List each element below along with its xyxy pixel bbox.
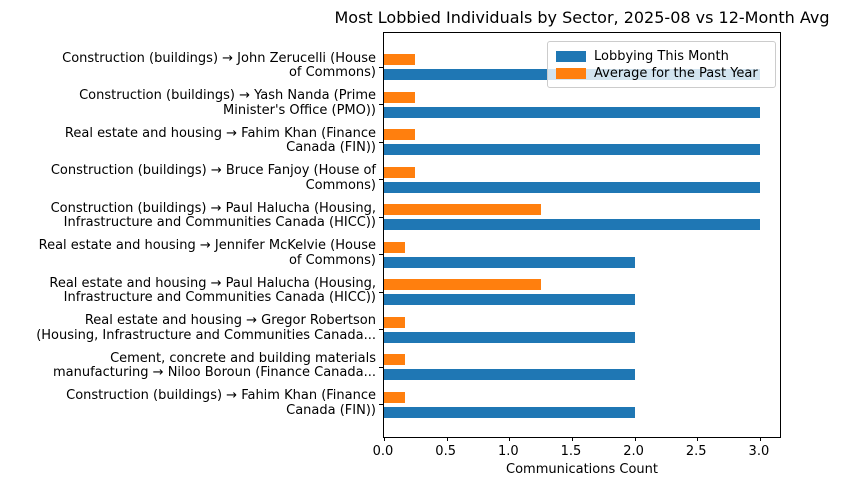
y-axis-label-line: Construction (buildings) → Paul Halucha … (50, 200, 376, 216)
y-axis-label-line: Canada (FIN)) (286, 140, 376, 156)
bar-past-year-avg (384, 316, 405, 328)
legend-entry-past-year: Average for the Past Year (556, 65, 775, 81)
y-tick (379, 291, 383, 293)
y-axis-label-line: manufacturing → Niloo Boroun (Finance Ca… (52, 365, 376, 381)
x-axis-label: Communications Count (506, 462, 658, 477)
y-tick (379, 329, 383, 331)
y-tick (379, 216, 383, 218)
legend-swatch-this-month (556, 50, 586, 62)
y-axis-label-line: Construction (buildings) → Bruce Fanjoy … (50, 163, 376, 179)
y-axis-label: Real estate and housing → Jennifer McKel… (0, 239, 376, 268)
y-tick (379, 66, 383, 68)
legend-swatch-past-year (556, 67, 586, 79)
bar-past-year-avg (384, 166, 416, 178)
x-tick (384, 437, 385, 441)
x-tick (759, 437, 761, 441)
y-axis-label: Construction (buildings) → Fahim Khan (F… (0, 389, 376, 418)
y-tick (379, 141, 383, 143)
legend-label-this-month: Lobbying This Month (594, 48, 729, 64)
y-axis-label-line: Minister's Office (PMO)) (223, 102, 376, 118)
y-axis-label: Real estate and housing → Gregor Roberts… (0, 314, 376, 343)
bar-this-month (384, 219, 760, 231)
y-axis-label: Real estate and housing → Fahim Khan (Fi… (0, 125, 376, 156)
bar-past-year-avg (384, 54, 416, 65)
y-axis-label-line: of Commons) (288, 252, 376, 268)
bar-this-month (384, 144, 760, 156)
y-tick (379, 366, 383, 368)
x-tick-label: 0.0 (372, 444, 394, 459)
bar-past-year-avg (384, 391, 405, 403)
y-axis-label: Construction (buildings) → Yash Nanda (P… (0, 89, 376, 118)
bar-past-year-avg (384, 279, 541, 291)
bar-past-year-avg (384, 241, 405, 253)
bar-this-month (384, 369, 635, 381)
y-axis-label-line: (Housing, Infrastructure and Communities… (36, 327, 376, 343)
x-tick-label: 1.5 (560, 444, 582, 459)
y-axis-label-line: Infrastructure and Communities Canada (H… (63, 215, 376, 231)
legend-label-past-year: Average for the Past Year (594, 65, 758, 81)
x-tick (571, 437, 573, 441)
y-axis-label-line: Cement, concrete and building materials (110, 350, 376, 366)
y-axis-label: Construction (buildings) → Paul Halucha … (0, 200, 376, 231)
x-tick-label: 1.0 (497, 444, 519, 459)
bar-this-month (384, 256, 635, 268)
x-tick (634, 437, 636, 441)
x-tick-label: 3.0 (748, 444, 770, 459)
y-axis-label: Construction (buildings) → John Zerucell… (0, 50, 376, 81)
x-tick-label: 2.0 (623, 444, 644, 459)
bar-past-year-avg (384, 129, 416, 141)
chart-title: Most Lobbied Individuals by Sector, 2025… (334, 8, 830, 27)
y-axis-label-line: of Commons) (288, 65, 376, 80)
x-tick-label: 0.5 (435, 444, 456, 459)
y-axis-label-line: Infrastructure and Communities Canada (H… (63, 290, 376, 306)
bar-past-year-avg (384, 354, 405, 366)
y-axis-label: Cement, concrete and building materials m… (0, 350, 376, 381)
y-tick (379, 104, 383, 106)
bar-this-month (384, 406, 635, 418)
y-axis-label-line: Commons) (305, 177, 376, 193)
bar-this-month (384, 106, 760, 118)
bar-this-month (384, 294, 635, 306)
y-tick (379, 254, 383, 256)
legend-entry-this-month: Lobbying This Month (556, 48, 775, 64)
y-axis-label-line: Real estate and housing → Fahim Khan (Fi… (64, 125, 376, 141)
y-axis-label-line: Real estate and housing → Jennifer McKel… (38, 238, 376, 254)
y-axis-label-line: Construction (buildings) → Yash Nanda (P… (79, 88, 376, 104)
plot-area (379, 32, 781, 441)
y-tick (379, 179, 383, 181)
x-tick (697, 437, 699, 441)
x-tick (509, 437, 511, 441)
y-tick (379, 404, 383, 406)
y-axis-label: Real estate and housing → Paul Halucha (… (0, 275, 376, 306)
bar-this-month (384, 181, 760, 193)
x-tick (446, 437, 448, 441)
bar-past-year-avg (384, 91, 416, 103)
y-axis-label-line: Real estate and housing → Gregor Roberts… (84, 313, 376, 329)
bar-this-month (384, 331, 635, 343)
y-axis-label-line: Construction (buildings) → John Zerucell… (62, 50, 376, 66)
y-axis-label-line: Canada (FIN)) (286, 402, 376, 418)
legend: Lobbying This Month Average for the Past… (547, 41, 776, 88)
y-axis-label-line: Construction (buildings) → Fahim Khan (F… (66, 388, 376, 404)
bar-past-year-avg (384, 204, 541, 216)
y-axis-label-line: Real estate and housing → Paul Halucha (… (49, 275, 376, 291)
y-axis-label: Construction (buildings) → Bruce Fanjoy … (0, 164, 376, 193)
x-tick-label: 2.5 (685, 444, 707, 459)
